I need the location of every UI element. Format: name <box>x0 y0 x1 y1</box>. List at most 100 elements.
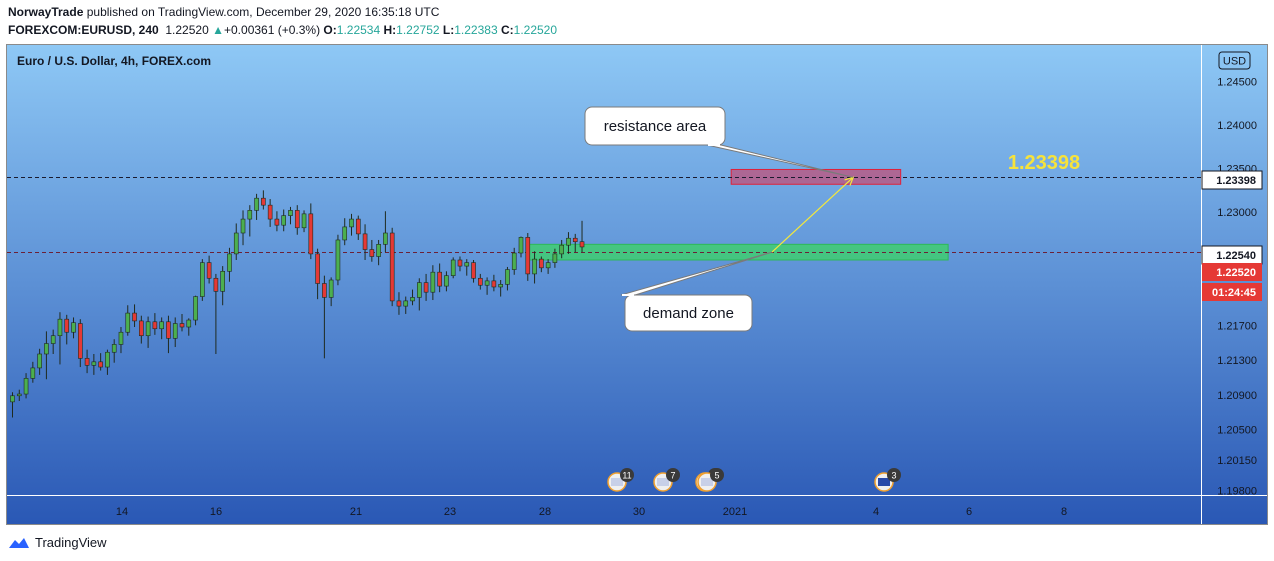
candle-body[interactable] <box>532 258 537 275</box>
demand-callout-text: demand zone <box>643 305 734 322</box>
candle-body[interactable] <box>355 218 361 235</box>
candle-body[interactable] <box>301 213 307 229</box>
candle-body[interactable] <box>220 271 225 292</box>
candle-body[interactable] <box>23 378 29 395</box>
candle-body[interactable] <box>145 321 151 337</box>
candle-body[interactable] <box>57 318 63 337</box>
publish-line: published on TradingView.com, December 2… <box>86 5 440 19</box>
y-tick-label: 1.19800 <box>1217 486 1257 498</box>
candle-body[interactable] <box>294 210 300 229</box>
candle-body[interactable] <box>240 218 246 234</box>
currency-badge-label: USD <box>1223 56 1246 68</box>
candle-body[interactable] <box>505 269 510 285</box>
candle-body[interactable] <box>539 258 544 269</box>
chart-panel[interactable]: Euro / U.S. Dollar, 4h, FOREX.com USD 1.24… <box>6 44 1268 525</box>
candle-body[interactable] <box>518 237 524 254</box>
resistance-zone[interactable] <box>730 168 902 185</box>
candle-body[interactable] <box>166 321 171 339</box>
candle-body[interactable] <box>335 239 341 281</box>
candle-body[interactable] <box>16 393 22 397</box>
candle-body[interactable] <box>200 262 205 297</box>
candle-body[interactable] <box>159 321 164 330</box>
candle-body[interactable] <box>572 237 578 243</box>
candle-body[interactable] <box>172 323 178 339</box>
candle-body[interactable] <box>450 259 456 276</box>
candle-body[interactable] <box>84 358 90 366</box>
candle-body[interactable] <box>362 233 368 250</box>
candle-body[interactable] <box>328 279 334 298</box>
candle-body[interactable] <box>566 237 571 246</box>
candle-body[interactable] <box>281 215 287 226</box>
footer-brand[interactable]: TradingView <box>35 535 107 550</box>
candle-body[interactable] <box>91 361 97 366</box>
candle-body[interactable] <box>111 344 117 353</box>
candle-body[interactable] <box>261 197 266 206</box>
callout-box[interactable] <box>584 106 726 146</box>
candle-body[interactable] <box>478 277 483 286</box>
candle-body[interactable] <box>139 320 144 337</box>
price-chart[interactable]: Euro / U.S. Dollar, 4h, FOREX.com USD 1.24… <box>7 45 1267 524</box>
candle-body[interactable] <box>254 197 259 211</box>
candle-body[interactable] <box>308 213 314 255</box>
high-value: 1.22752 <box>396 23 440 37</box>
callout-box[interactable] <box>624 294 753 332</box>
candle-body[interactable] <box>98 361 103 368</box>
candle-body[interactable] <box>274 218 280 226</box>
candle-body[interactable] <box>471 262 476 279</box>
candle-body[interactable] <box>342 226 348 241</box>
candle-body[interactable] <box>430 271 436 293</box>
candle-body[interactable] <box>152 321 158 330</box>
candle-body[interactable] <box>105 351 110 368</box>
candle-body[interactable] <box>369 249 375 257</box>
candle-body[interactable] <box>410 297 415 302</box>
candle-body[interactable] <box>444 275 449 287</box>
candle-body[interactable] <box>233 232 239 255</box>
candle-body[interactable] <box>545 262 551 269</box>
candle-body[interactable] <box>464 262 470 267</box>
candle-body[interactable] <box>193 296 198 321</box>
candle-body[interactable] <box>30 367 36 379</box>
candle-body[interactable] <box>71 322 76 333</box>
candle-body[interactable] <box>37 353 42 369</box>
candle-body[interactable] <box>525 237 531 275</box>
candle-body[interactable] <box>498 284 503 288</box>
candle-body[interactable] <box>552 253 558 263</box>
candle-body[interactable] <box>389 232 395 302</box>
candle-body[interactable] <box>50 335 56 344</box>
candle-body[interactable] <box>457 259 463 267</box>
candle-body[interactable] <box>78 323 83 359</box>
candle-body[interactable] <box>322 283 327 298</box>
candle-body[interactable] <box>484 280 490 286</box>
candle-body[interactable] <box>376 244 381 257</box>
candle-body[interactable] <box>247 210 253 220</box>
candle-body[interactable] <box>213 277 219 292</box>
candle-body[interactable] <box>44 343 49 355</box>
currency-badge[interactable] <box>1218 51 1251 70</box>
candle-body[interactable] <box>349 218 354 228</box>
candle-body[interactable] <box>437 271 442 287</box>
candle-body[interactable] <box>396 300 402 307</box>
candle-body[interactable] <box>64 318 70 333</box>
candle-body[interactable] <box>423 282 429 293</box>
publish-info: NorwayTrade published on TradingView.com… <box>8 5 439 19</box>
candle-body[interactable] <box>132 312 137 322</box>
candle-body[interactable] <box>491 280 497 288</box>
candle-body[interactable] <box>416 282 422 298</box>
candle-body[interactable] <box>206 262 212 279</box>
candle-body[interactable] <box>125 312 131 333</box>
candle-body[interactable] <box>559 244 564 255</box>
candle-body[interactable] <box>179 323 185 328</box>
candle-body[interactable] <box>315 253 320 284</box>
candle-body[interactable] <box>511 252 517 270</box>
candle-body[interactable] <box>403 300 409 307</box>
candle-body[interactable] <box>267 204 273 220</box>
candle-body[interactable] <box>10 395 15 403</box>
candle-body[interactable] <box>383 232 388 245</box>
author-name[interactable]: NorwayTrade <box>8 5 84 19</box>
candle-body[interactable] <box>227 253 232 272</box>
candle-body[interactable] <box>288 210 293 216</box>
candle-body[interactable] <box>186 319 192 328</box>
candle-body[interactable] <box>118 331 124 345</box>
projection-arrow[interactable] <box>771 176 854 253</box>
candle-body[interactable] <box>579 241 585 248</box>
